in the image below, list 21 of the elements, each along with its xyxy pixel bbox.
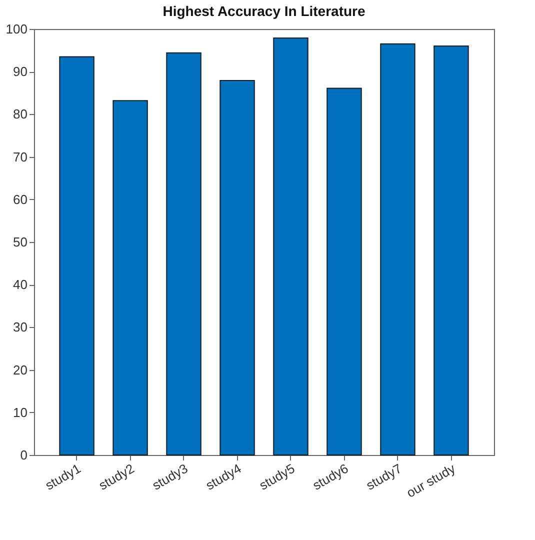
chart-title: Highest Accuracy In Literature xyxy=(162,3,366,19)
bar xyxy=(326,88,362,456)
bar xyxy=(166,52,202,456)
bar xyxy=(380,43,416,456)
y-tick-label: 90 xyxy=(13,64,28,80)
bar xyxy=(434,46,469,456)
y-tick-label: 10 xyxy=(13,404,28,420)
y-tick-label: 0 xyxy=(20,448,28,462)
y-tick-label: 40 xyxy=(13,277,28,292)
y-tick-label: 80 xyxy=(13,106,28,122)
bar xyxy=(112,100,148,456)
y-tick-label: 20 xyxy=(13,362,28,378)
y-tick-label: 30 xyxy=(13,320,28,335)
bar xyxy=(273,37,308,456)
y-tick-label: 100 xyxy=(6,22,28,36)
y-tick-label: 70 xyxy=(13,149,28,164)
bar xyxy=(59,56,94,456)
y-tick-label: 60 xyxy=(13,192,28,207)
y-tick-label: 50 xyxy=(13,234,28,250)
x-tick-label: our study xyxy=(404,460,458,500)
bar xyxy=(220,80,255,456)
